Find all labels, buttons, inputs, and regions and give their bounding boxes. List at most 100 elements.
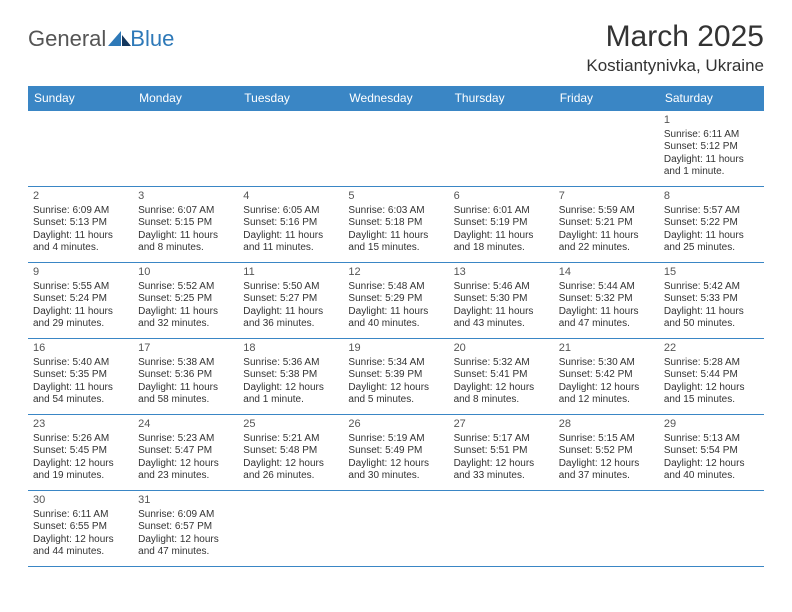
daylight-text: Daylight: 12 hours and 8 minutes.	[454, 382, 549, 407]
day-number: 11	[243, 266, 338, 280]
logo-text-blue: Blue	[130, 26, 174, 52]
sunset-text: Sunset: 5:15 PM	[138, 217, 233, 230]
sunrise-text: Sunrise: 5:36 AM	[243, 357, 338, 370]
calendar-empty-cell	[659, 491, 764, 567]
sunrise-text: Sunrise: 5:46 AM	[454, 281, 549, 294]
day-number: 15	[664, 266, 759, 280]
day-of-week-header: Wednesday	[343, 86, 448, 111]
sunset-text: Sunset: 5:39 PM	[348, 369, 443, 382]
sunrise-text: Sunrise: 5:40 AM	[33, 357, 128, 370]
calendar-day-cell: 6Sunrise: 6:01 AMSunset: 5:19 PMDaylight…	[449, 187, 554, 263]
sunset-text: Sunset: 5:54 PM	[664, 445, 759, 458]
day-number: 18	[243, 342, 338, 356]
day-number: 8	[664, 190, 759, 204]
day-number: 9	[33, 266, 128, 280]
calendar-empty-cell	[449, 491, 554, 567]
calendar-day-cell: 24Sunrise: 5:23 AMSunset: 5:47 PMDayligh…	[133, 415, 238, 491]
calendar-empty-cell	[449, 111, 554, 187]
sunrise-text: Sunrise: 5:50 AM	[243, 281, 338, 294]
sunset-text: Sunset: 5:12 PM	[664, 141, 759, 154]
sunset-text: Sunset: 5:48 PM	[243, 445, 338, 458]
daylight-text: Daylight: 12 hours and 26 minutes.	[243, 458, 338, 483]
sunset-text: Sunset: 5:38 PM	[243, 369, 338, 382]
sunset-text: Sunset: 5:32 PM	[559, 293, 654, 306]
calendar-week-row: 9Sunrise: 5:55 AMSunset: 5:24 PMDaylight…	[28, 263, 764, 339]
sunset-text: Sunset: 6:57 PM	[138, 521, 233, 534]
sunrise-text: Sunrise: 5:59 AM	[559, 205, 654, 218]
sunrise-text: Sunrise: 5:19 AM	[348, 433, 443, 446]
calendar-week-row: 1Sunrise: 6:11 AMSunset: 5:12 PMDaylight…	[28, 111, 764, 187]
day-number: 3	[138, 190, 233, 204]
brand-logo: General Blue	[28, 20, 174, 52]
daylight-text: Daylight: 11 hours and 8 minutes.	[138, 230, 233, 255]
daylight-text: Daylight: 12 hours and 44 minutes.	[33, 534, 128, 559]
daylight-text: Daylight: 12 hours and 30 minutes.	[348, 458, 443, 483]
day-number: 14	[559, 266, 654, 280]
sunset-text: Sunset: 5:41 PM	[454, 369, 549, 382]
day-number: 25	[243, 418, 338, 432]
calendar-empty-cell	[28, 111, 133, 187]
day-number: 13	[454, 266, 549, 280]
day-number: 1	[664, 114, 759, 128]
calendar-day-cell: 10Sunrise: 5:52 AMSunset: 5:25 PMDayligh…	[133, 263, 238, 339]
sunrise-text: Sunrise: 6:05 AM	[243, 205, 338, 218]
calendar-day-cell: 7Sunrise: 5:59 AMSunset: 5:21 PMDaylight…	[554, 187, 659, 263]
daylight-text: Daylight: 11 hours and 40 minutes.	[348, 306, 443, 331]
month-title: March 2025	[586, 20, 764, 54]
calendar-body: 1Sunrise: 6:11 AMSunset: 5:12 PMDaylight…	[28, 111, 764, 567]
sunset-text: Sunset: 5:47 PM	[138, 445, 233, 458]
days-of-week-row: SundayMondayTuesdayWednesdayThursdayFrid…	[28, 86, 764, 111]
day-number: 7	[559, 190, 654, 204]
sunrise-text: Sunrise: 6:07 AM	[138, 205, 233, 218]
sunset-text: Sunset: 5:27 PM	[243, 293, 338, 306]
daylight-text: Daylight: 11 hours and 18 minutes.	[454, 230, 549, 255]
daylight-text: Daylight: 11 hours and 58 minutes.	[138, 382, 233, 407]
calendar-day-cell: 25Sunrise: 5:21 AMSunset: 5:48 PMDayligh…	[238, 415, 343, 491]
sail-icon	[106, 30, 132, 48]
sunset-text: Sunset: 5:29 PM	[348, 293, 443, 306]
sunrise-text: Sunrise: 5:57 AM	[664, 205, 759, 218]
daylight-text: Daylight: 11 hours and 11 minutes.	[243, 230, 338, 255]
day-number: 19	[348, 342, 443, 356]
daylight-text: Daylight: 11 hours and 43 minutes.	[454, 306, 549, 331]
calendar-day-cell: 26Sunrise: 5:19 AMSunset: 5:49 PMDayligh…	[343, 415, 448, 491]
daylight-text: Daylight: 11 hours and 47 minutes.	[559, 306, 654, 331]
day-of-week-header: Thursday	[449, 86, 554, 111]
sunset-text: Sunset: 5:51 PM	[454, 445, 549, 458]
calendar-day-cell: 23Sunrise: 5:26 AMSunset: 5:45 PMDayligh…	[28, 415, 133, 491]
day-number: 20	[454, 342, 549, 356]
daylight-text: Daylight: 11 hours and 54 minutes.	[33, 382, 128, 407]
sunrise-text: Sunrise: 6:09 AM	[33, 205, 128, 218]
sunset-text: Sunset: 5:42 PM	[559, 369, 654, 382]
sunset-text: Sunset: 5:49 PM	[348, 445, 443, 458]
sunrise-text: Sunrise: 5:30 AM	[559, 357, 654, 370]
calendar-day-cell: 8Sunrise: 5:57 AMSunset: 5:22 PMDaylight…	[659, 187, 764, 263]
calendar-empty-cell	[343, 111, 448, 187]
calendar-day-cell: 3Sunrise: 6:07 AMSunset: 5:15 PMDaylight…	[133, 187, 238, 263]
daylight-text: Daylight: 12 hours and 15 minutes.	[664, 382, 759, 407]
sunset-text: Sunset: 5:19 PM	[454, 217, 549, 230]
calendar-day-cell: 21Sunrise: 5:30 AMSunset: 5:42 PMDayligh…	[554, 339, 659, 415]
day-of-week-header: Friday	[554, 86, 659, 111]
sunset-text: Sunset: 5:36 PM	[138, 369, 233, 382]
sunset-text: Sunset: 5:30 PM	[454, 293, 549, 306]
calendar-day-cell: 16Sunrise: 5:40 AMSunset: 5:35 PMDayligh…	[28, 339, 133, 415]
sunset-text: Sunset: 5:22 PM	[664, 217, 759, 230]
daylight-text: Daylight: 11 hours and 1 minute.	[664, 154, 759, 179]
sunset-text: Sunset: 5:52 PM	[559, 445, 654, 458]
daylight-text: Daylight: 12 hours and 12 minutes.	[559, 382, 654, 407]
sunrise-text: Sunrise: 5:13 AM	[664, 433, 759, 446]
daylight-text: Daylight: 11 hours and 22 minutes.	[559, 230, 654, 255]
day-number: 22	[664, 342, 759, 356]
sunrise-text: Sunrise: 5:17 AM	[454, 433, 549, 446]
page-header: General Blue March 2025 Kostiantynivka, …	[28, 20, 764, 76]
daylight-text: Daylight: 12 hours and 37 minutes.	[559, 458, 654, 483]
day-number: 31	[138, 494, 233, 508]
daylight-text: Daylight: 12 hours and 19 minutes.	[33, 458, 128, 483]
day-of-week-header: Saturday	[659, 86, 764, 111]
sunset-text: Sunset: 5:44 PM	[664, 369, 759, 382]
sunset-text: Sunset: 5:18 PM	[348, 217, 443, 230]
day-number: 2	[33, 190, 128, 204]
day-number: 28	[559, 418, 654, 432]
calendar-day-cell: 14Sunrise: 5:44 AMSunset: 5:32 PMDayligh…	[554, 263, 659, 339]
